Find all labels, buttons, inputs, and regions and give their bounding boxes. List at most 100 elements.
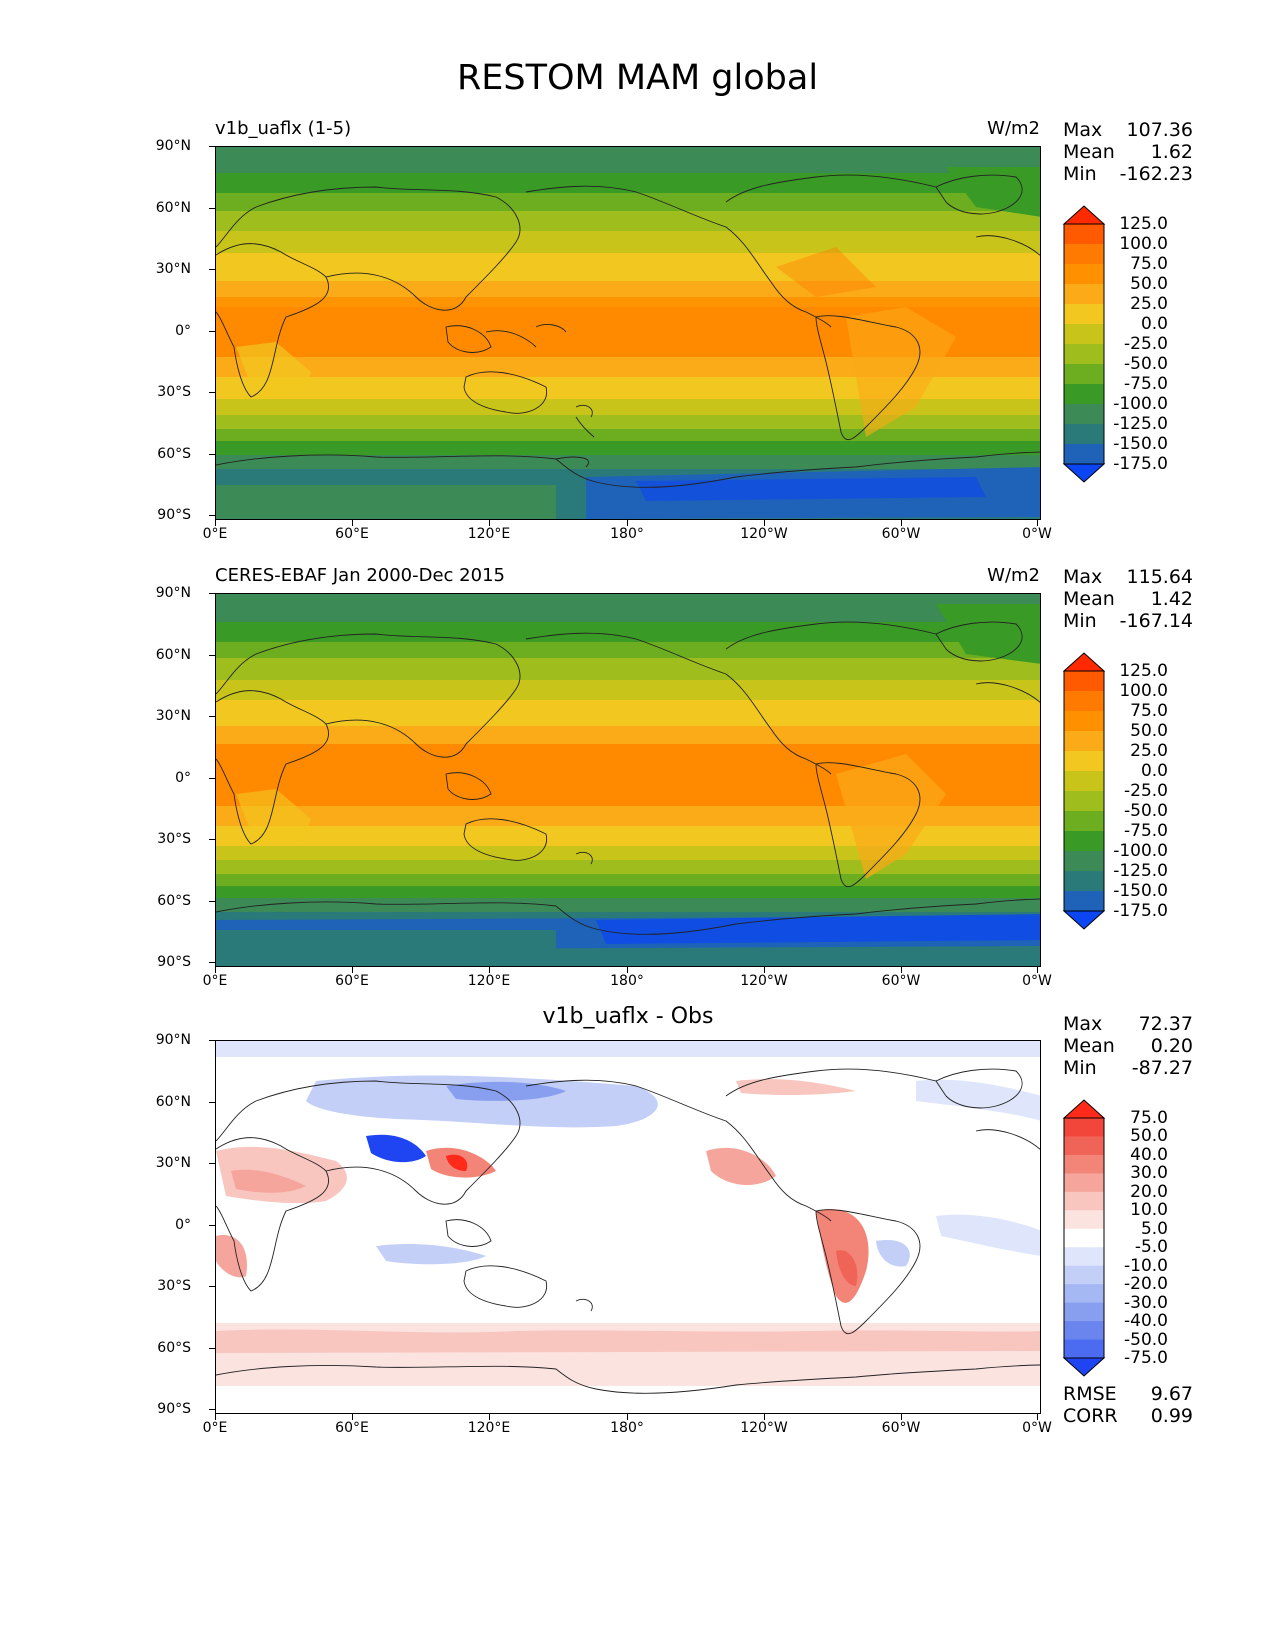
panel-left-title: v1b_uaflx (1-5) — [215, 118, 352, 139]
colorbar-bin — [1064, 264, 1104, 285]
colorbar-tick-label: 50.0 — [1130, 721, 1168, 741]
map-diff — [215, 1040, 1041, 1414]
corr-value: 0.99 — [1150, 1405, 1193, 1427]
stat-mean-label: Mean — [1063, 588, 1115, 610]
colorbar-tick-label: 50.0 — [1130, 1126, 1168, 1147]
colorbar-bin — [1064, 811, 1104, 832]
colorbar-bin — [1064, 871, 1104, 892]
colorbar-bin — [1064, 304, 1104, 325]
colorbar-tick-label: -175.0 — [1113, 901, 1168, 921]
lon-tick — [1037, 967, 1038, 973]
colorbar-bin — [1064, 891, 1104, 912]
colorbar-bottom-extend — [1062, 1357, 1106, 1377]
panel-center-title: v1b_uaflx - Obs — [542, 1004, 714, 1029]
lon-tick — [764, 967, 765, 973]
lon-tick — [764, 520, 765, 526]
lon-tick — [1037, 520, 1038, 526]
colorbar-tick-label: -100.0 — [1113, 394, 1168, 414]
lon-tick — [489, 967, 490, 973]
lat-tick — [209, 269, 215, 270]
colorbar-bin — [1064, 691, 1104, 712]
colorbar-tick-label: -5.0 — [1134, 1237, 1168, 1258]
colorbar-bin — [1064, 324, 1104, 345]
colorbar-tick-label: 0.0 — [1140, 314, 1168, 334]
colorbar-tick-label: -50.0 — [1124, 801, 1168, 821]
stat-min: -87.27 — [1131, 1057, 1193, 1079]
lon-tick — [1037, 1414, 1038, 1420]
colorbar-tick-label: 20.0 — [1130, 1181, 1168, 1202]
colorbar-bin — [1064, 851, 1104, 872]
lat-tick — [209, 1286, 215, 1287]
lon-tick-label: 60°W — [881, 526, 921, 542]
lat-tick — [209, 654, 215, 656]
stat-max: 72.37 — [1138, 1013, 1193, 1035]
colorbar-tick-label: -150.0 — [1113, 434, 1168, 454]
lat-tick — [209, 1101, 215, 1103]
colorbar-tick-label: 75.0 — [1130, 254, 1168, 274]
colorbar-top-extend — [1062, 652, 1106, 672]
lat-tick-label: 90°N — [155, 1032, 191, 1048]
lat-tick — [209, 1347, 215, 1349]
panel-units: W/m2 — [987, 565, 1040, 586]
colorbar-tick-label: 30.0 — [1130, 1163, 1168, 1184]
lat-tick — [209, 716, 215, 717]
lon-tick-label: 120°W — [740, 973, 788, 989]
colorbar-bin — [1064, 1228, 1104, 1248]
colorbar — [1062, 1090, 1106, 1386]
colorbar-bin — [1064, 1136, 1104, 1156]
colorbar-bin — [1064, 1265, 1104, 1285]
colorbar-bin — [1064, 404, 1104, 425]
lat-tick-label: 30°S — [157, 1278, 191, 1294]
lat-tick — [209, 515, 215, 516]
lat-tick-label: 30°N — [155, 708, 191, 724]
stats-box: Max 115.64 Mean 1.42 Min -167.14 — [1063, 566, 1193, 632]
colorbar-bin — [1064, 1284, 1104, 1304]
lat-tick — [209, 593, 215, 594]
colorbar-bin — [1064, 731, 1104, 752]
colorbar-tick-label: 10.0 — [1130, 1200, 1168, 1221]
lat-tick-label: 60°S — [157, 1339, 191, 1356]
map-model — [215, 146, 1041, 520]
colorbar-tick-label: -30.0 — [1124, 1292, 1168, 1313]
colorbar-bin — [1064, 364, 1104, 385]
lat-tick-label: 60°N — [155, 1093, 191, 1110]
lon-tick-label: 120°E — [467, 526, 511, 542]
colorbar-bin — [1064, 1302, 1104, 1322]
colorbar-tick-label: -100.0 — [1113, 841, 1168, 861]
colorbar-tick-label: 25.0 — [1130, 294, 1168, 314]
lon-tick — [352, 1414, 353, 1420]
panel-left-title: CERES-EBAF Jan 2000-Dec 2015 — [215, 565, 505, 586]
colorbar-bin — [1064, 1191, 1104, 1211]
colorbar-tick-label: 100.0 — [1119, 234, 1168, 254]
panel-obs: CERES-EBAF Jan 2000-Dec 2015 W/m2 Max 115… — [0, 565, 1275, 1041]
lat-tick-label: 90°N — [155, 138, 191, 154]
lon-tick-label: 180° — [610, 1420, 644, 1436]
colorbar-bin — [1064, 344, 1104, 365]
lon-tick-label: 60°E — [335, 1420, 369, 1436]
lon-tick-label: 0°W — [1022, 526, 1052, 542]
colorbar — [1062, 196, 1106, 492]
lon-tick-label: 180° — [610, 526, 644, 542]
lat-tick-label: 30°N — [155, 1155, 191, 1171]
colorbar-bin — [1064, 671, 1104, 692]
lon-tick — [489, 1414, 490, 1420]
corr-label: CORR — [1063, 1405, 1118, 1427]
stat-mean: 0.20 — [1150, 1035, 1193, 1057]
lon-tick-label: 0°E — [202, 526, 228, 542]
stat-mean-label: Mean — [1063, 1035, 1115, 1057]
colorbar-bin — [1064, 751, 1104, 772]
colorbar-bin — [1064, 1210, 1104, 1230]
colorbar-bin — [1064, 1247, 1104, 1267]
lon-tick-label: 0°W — [1022, 973, 1052, 989]
lon-tick-label: 60°W — [881, 1420, 921, 1436]
stat-min: -167.14 — [1119, 610, 1193, 632]
lat-tick-label: 90°S — [157, 507, 191, 523]
lon-tick — [352, 967, 353, 973]
colorbar-tick-label: 40.0 — [1130, 1144, 1168, 1165]
stat-min-label: Min — [1063, 610, 1097, 632]
lat-tick — [209, 330, 215, 332]
stat-min-label: Min — [1063, 1057, 1097, 1079]
stat-mean: 1.62 — [1150, 141, 1193, 163]
colorbar-tick-label: 100.0 — [1119, 681, 1168, 701]
colorbar-bin — [1064, 1173, 1104, 1193]
